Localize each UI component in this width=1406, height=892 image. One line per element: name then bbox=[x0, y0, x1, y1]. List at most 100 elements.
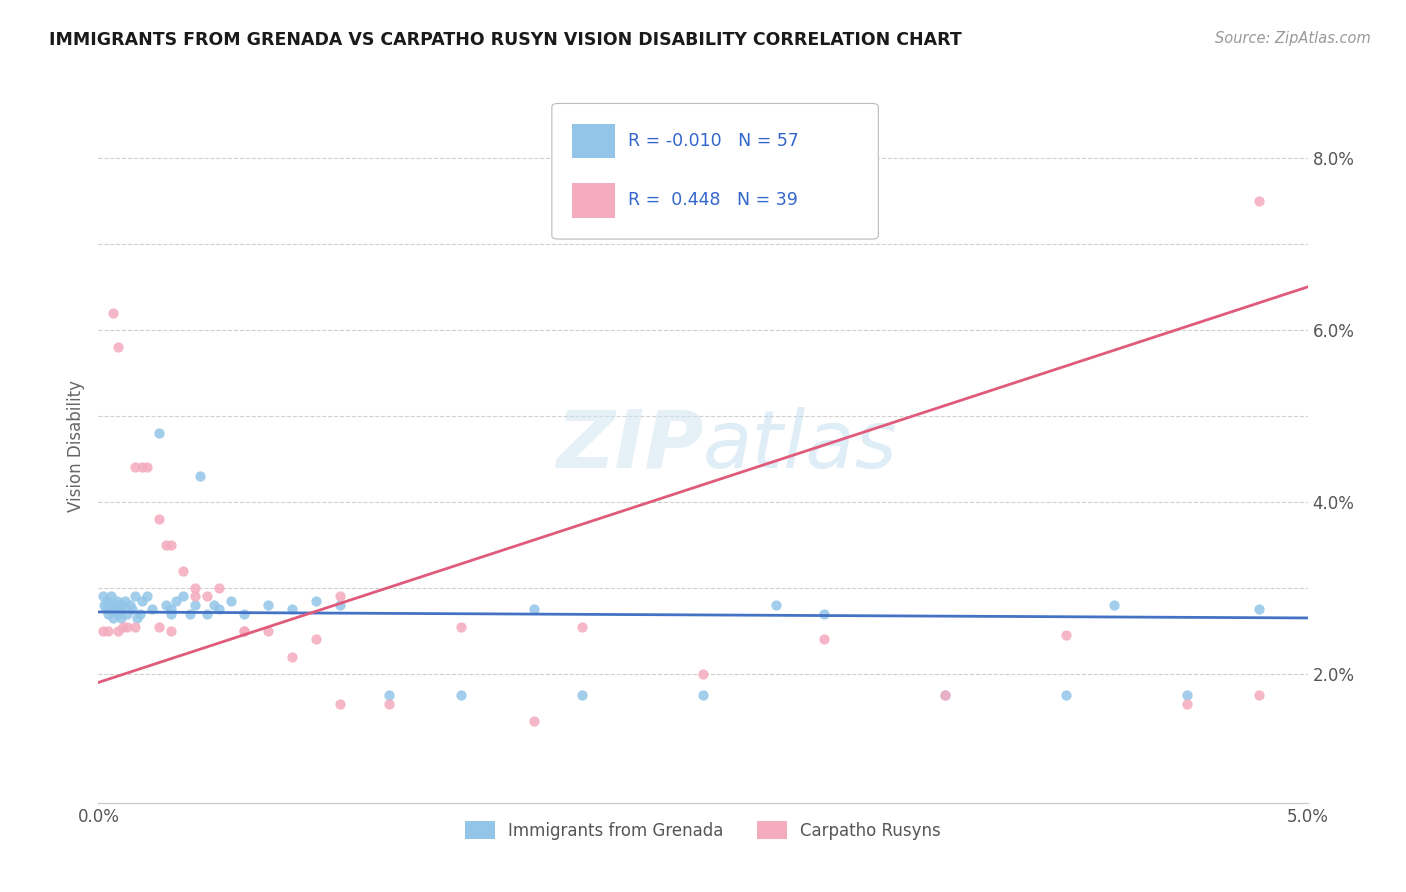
Text: Source: ZipAtlas.com: Source: ZipAtlas.com bbox=[1215, 31, 1371, 46]
Point bbox=[108, 602, 131, 616]
Point bbox=[160, 538, 183, 552]
Point bbox=[135, 460, 157, 475]
Point bbox=[184, 590, 207, 604]
Y-axis label: Vision Disability: Vision Disability bbox=[66, 380, 84, 512]
Point bbox=[450, 689, 472, 703]
Point bbox=[1249, 194, 1271, 208]
Point bbox=[179, 607, 201, 621]
Point bbox=[165, 593, 187, 607]
FancyBboxPatch shape bbox=[572, 124, 614, 159]
Point bbox=[100, 602, 122, 616]
Point bbox=[184, 581, 207, 595]
Point bbox=[377, 697, 399, 711]
Text: ZIP: ZIP bbox=[555, 407, 703, 485]
Point bbox=[98, 598, 121, 612]
Point bbox=[1249, 689, 1271, 703]
Point bbox=[1102, 598, 1125, 612]
Point bbox=[305, 632, 328, 647]
Point bbox=[256, 624, 278, 638]
Point bbox=[97, 607, 120, 621]
Point bbox=[141, 602, 163, 616]
Point bbox=[1249, 602, 1271, 616]
Point bbox=[110, 611, 132, 625]
Point bbox=[148, 512, 170, 526]
Point bbox=[184, 598, 207, 612]
Point bbox=[160, 624, 183, 638]
Point bbox=[155, 538, 177, 552]
Point bbox=[204, 598, 226, 612]
Point bbox=[97, 624, 120, 638]
Point bbox=[571, 689, 593, 703]
Point bbox=[131, 460, 153, 475]
Text: atlas: atlas bbox=[703, 407, 898, 485]
Point bbox=[101, 611, 124, 625]
Point bbox=[103, 598, 125, 612]
Point bbox=[305, 593, 328, 607]
Point bbox=[813, 632, 835, 647]
Point bbox=[281, 649, 304, 664]
Point bbox=[96, 593, 118, 607]
Point bbox=[232, 624, 254, 638]
Point bbox=[127, 611, 149, 625]
Point bbox=[329, 590, 352, 604]
Point bbox=[232, 607, 254, 621]
Point bbox=[523, 714, 546, 728]
Point bbox=[256, 598, 278, 612]
Legend: Immigrants from Grenada, Carpatho Rusyns: Immigrants from Grenada, Carpatho Rusyns bbox=[457, 814, 949, 848]
Point bbox=[118, 598, 141, 612]
Point bbox=[571, 619, 593, 633]
Point bbox=[94, 602, 117, 616]
Point bbox=[208, 602, 231, 616]
Point bbox=[107, 340, 129, 354]
Point bbox=[91, 624, 114, 638]
Point bbox=[148, 619, 170, 633]
Point bbox=[208, 581, 231, 595]
Point bbox=[692, 689, 714, 703]
Point bbox=[100, 590, 122, 604]
Point bbox=[111, 619, 134, 633]
Point bbox=[160, 602, 183, 616]
Point bbox=[107, 607, 129, 621]
Point bbox=[131, 593, 153, 607]
Text: R =  0.448   N = 39: R = 0.448 N = 39 bbox=[628, 191, 799, 209]
Point bbox=[104, 602, 127, 616]
Point bbox=[121, 602, 143, 616]
Point bbox=[813, 607, 835, 621]
Point bbox=[114, 593, 136, 607]
Point bbox=[124, 590, 146, 604]
Point bbox=[148, 426, 170, 441]
Point bbox=[91, 590, 114, 604]
Point bbox=[1054, 628, 1077, 642]
Point bbox=[117, 607, 139, 621]
Text: IMMIGRANTS FROM GRENADA VS CARPATHO RUSYN VISION DISABILITY CORRELATION CHART: IMMIGRANTS FROM GRENADA VS CARPATHO RUSY… bbox=[49, 31, 962, 49]
Point bbox=[135, 590, 157, 604]
FancyBboxPatch shape bbox=[551, 103, 879, 239]
Point bbox=[111, 598, 134, 612]
Point bbox=[377, 689, 399, 703]
Point bbox=[101, 306, 124, 320]
Point bbox=[107, 624, 129, 638]
Point bbox=[93, 598, 115, 612]
Point bbox=[1175, 689, 1198, 703]
Point bbox=[155, 598, 177, 612]
Point bbox=[1054, 689, 1077, 703]
Point bbox=[692, 666, 714, 681]
Point bbox=[329, 598, 352, 612]
Point bbox=[117, 619, 139, 633]
Point bbox=[160, 607, 183, 621]
Point bbox=[1175, 697, 1198, 711]
Point bbox=[232, 624, 254, 638]
Point bbox=[108, 598, 131, 612]
Point bbox=[450, 619, 472, 633]
Point bbox=[195, 607, 218, 621]
Point bbox=[934, 689, 956, 703]
Point bbox=[124, 619, 146, 633]
Text: R = -0.010   N = 57: R = -0.010 N = 57 bbox=[628, 132, 799, 150]
Point bbox=[195, 590, 218, 604]
Point bbox=[934, 689, 956, 703]
Point bbox=[128, 607, 150, 621]
Point bbox=[172, 564, 194, 578]
Point bbox=[281, 602, 304, 616]
Point bbox=[329, 697, 352, 711]
Point bbox=[188, 469, 211, 483]
